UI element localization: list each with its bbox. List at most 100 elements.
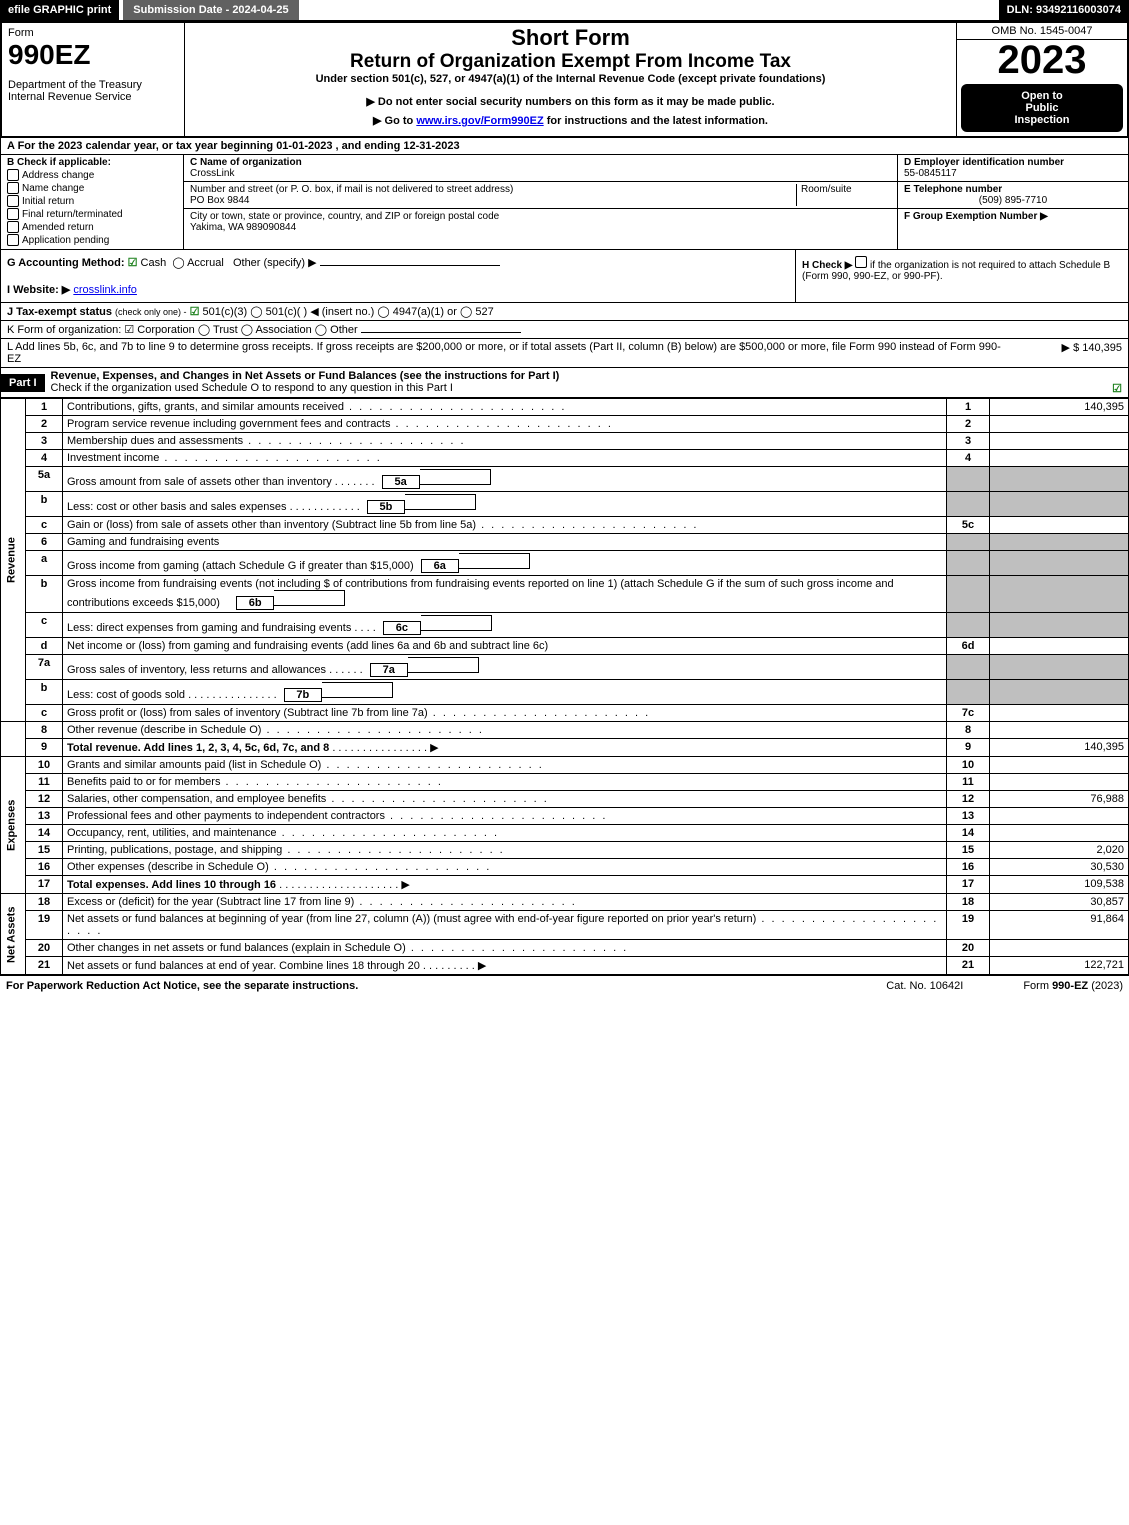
row-num: d <box>26 638 63 655</box>
col-b-title: B Check if applicable: <box>7 157 177 168</box>
inline-val <box>421 615 492 631</box>
subtitle: Under section 501(c), 527, or 4947(a)(1)… <box>189 73 952 85</box>
website-link[interactable]: crosslink.info <box>73 284 137 296</box>
room-suite-label: Room/suite <box>796 184 891 206</box>
line-num: 1 <box>947 399 990 416</box>
row-desc: Net assets or fund balances at beginning… <box>63 911 947 940</box>
row-desc: Total revenue. Add lines 1, 2, 3, 4, 5c,… <box>63 739 947 757</box>
line-num: 4 <box>947 450 990 467</box>
row-desc: Total expenses. Add lines 10 through 16 … <box>63 876 947 894</box>
addr-row: Number and street (or P. O. box, if mail… <box>184 182 897 209</box>
footer-right: Form 990-EZ (2023) <box>1023 980 1123 992</box>
row-desc: Other changes in net assets or fund bala… <box>63 940 947 957</box>
amount <box>990 757 1129 774</box>
row-num: 18 <box>26 894 63 911</box>
row-desc: Gross income from fundraising events (no… <box>63 576 947 613</box>
inline-val <box>274 590 345 606</box>
ssn-warning: ▶ Do not enter social security numbers o… <box>189 95 952 108</box>
checkbox-icon <box>7 234 19 246</box>
open-line1: Open to <box>965 90 1119 102</box>
row-desc: Excess or (deficit) for the year (Subtra… <box>63 894 947 911</box>
amount <box>990 450 1129 467</box>
checkbox-icon <box>7 221 19 233</box>
h-schedule-b: H Check ▶ if the organization is not req… <box>795 250 1128 302</box>
revenue-vlabel: Revenue <box>1 399 26 722</box>
tax-year: 2023 <box>957 40 1127 80</box>
chk-final-return[interactable]: Final return/terminated <box>7 208 177 220</box>
checkbox-icon[interactable] <box>855 256 867 268</box>
footer-form-pre: Form <box>1023 980 1052 992</box>
arrow-icon: ▶ <box>478 960 486 972</box>
inline-box: 5a <box>382 475 420 489</box>
row-desc: Investment income <box>63 450 947 467</box>
row-desc: Gross amount from sale of assets other t… <box>63 467 947 492</box>
ein-row: D Employer identification number 55-0845… <box>898 155 1128 182</box>
page-footer: For Paperwork Reduction Act Notice, see … <box>0 975 1129 996</box>
row-desc: Less: cost of goods sold . . . . . . . .… <box>63 680 947 705</box>
chk-label-3: Final return/terminated <box>22 209 123 220</box>
amount: 30,530 <box>990 859 1129 876</box>
shaded-cell <box>990 467 1129 492</box>
amount: 140,395 <box>990 739 1129 757</box>
shaded-cell <box>990 655 1129 680</box>
shaded-cell <box>947 492 990 517</box>
amount: 140,395 <box>990 399 1129 416</box>
amount: 109,538 <box>990 876 1129 894</box>
form-number: 990EZ <box>8 39 178 71</box>
shaded-cell <box>947 534 990 551</box>
city-row: City or town, state or province, country… <box>184 209 897 235</box>
open-public-badge: Open to Public Inspection <box>961 84 1123 132</box>
g-label: G Accounting Method: <box>7 257 125 269</box>
amount <box>990 825 1129 842</box>
footer-form-post: (2023) <box>1088 980 1123 992</box>
row-num: 7a <box>26 655 63 680</box>
shaded-cell <box>990 492 1129 517</box>
addr-label: Number and street (or P. O. box, if mail… <box>190 184 796 195</box>
row-num: 5a <box>26 467 63 492</box>
row-num: 15 <box>26 842 63 859</box>
chk-amended-return[interactable]: Amended return <box>7 221 177 233</box>
chk-initial-return[interactable]: Initial return <box>7 195 177 207</box>
line-num: 15 <box>947 842 990 859</box>
line-num: 7c <box>947 705 990 722</box>
g-cash: Cash <box>141 257 167 269</box>
shaded-cell <box>947 467 990 492</box>
l-amount: ▶ $ 140,395 <box>1012 341 1122 365</box>
row-desc: Benefits paid to or for members <box>63 774 947 791</box>
info-block: B Check if applicable: Address change Na… <box>0 155 1129 250</box>
netassets-vlabel: Net Assets <box>1 894 26 975</box>
row-desc: Membership dues and assessments <box>63 433 947 450</box>
row-desc: Other revenue (describe in Schedule O) <box>63 722 947 739</box>
shaded-cell <box>990 551 1129 576</box>
footer-form-bold: 990-EZ <box>1052 980 1088 992</box>
l-text: L Add lines 5b, 6c, and 7b to line 9 to … <box>7 341 1012 365</box>
row-num: 21 <box>26 957 63 975</box>
footer-left: For Paperwork Reduction Act Notice, see … <box>6 980 358 992</box>
expenses-vlabel: Expenses <box>1 757 26 894</box>
h-label: H Check ▶ <box>802 260 852 271</box>
chk-application-pending[interactable]: Application pending <box>7 234 177 246</box>
amount: 2,020 <box>990 842 1129 859</box>
line-num: 8 <box>947 722 990 739</box>
row-num: c <box>26 705 63 722</box>
chk-name-change[interactable]: Name change <box>7 182 177 194</box>
amount: 30,857 <box>990 894 1129 911</box>
column-def: D Employer identification number 55-0845… <box>897 155 1128 249</box>
d-label: D Employer identification number <box>904 157 1122 168</box>
inline-val <box>408 657 479 673</box>
chk-label-0: Address change <box>22 170 94 181</box>
shaded-cell <box>990 613 1129 638</box>
check-icon: ☑ <box>1112 382 1122 395</box>
row-desc: Contributions, gifts, grants, and simila… <box>63 399 947 416</box>
chk-address-change[interactable]: Address change <box>7 169 177 181</box>
row-num: 3 <box>26 433 63 450</box>
goto-prefix: ▶ Go to <box>373 115 416 127</box>
column-c: C Name of organization CrossLink Number … <box>184 155 897 249</box>
irs-link[interactable]: www.irs.gov/Form990EZ <box>416 115 543 127</box>
j-sub: (check only one) - <box>115 307 187 317</box>
section-a-tax-year: A For the 2023 calendar year, or tax yea… <box>0 138 1129 155</box>
amount: 91,864 <box>990 911 1129 940</box>
shaded-cell <box>947 551 990 576</box>
inline-box: 7a <box>370 663 408 677</box>
amount: 76,988 <box>990 791 1129 808</box>
